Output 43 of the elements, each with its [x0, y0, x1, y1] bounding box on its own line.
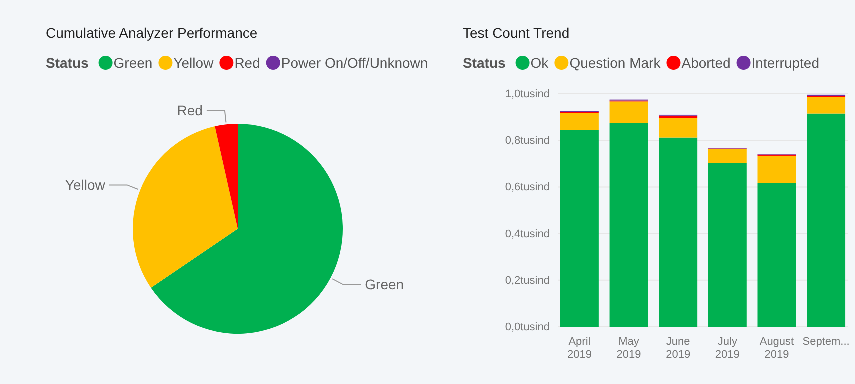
chart-title: Cumulative Analyzer Performance — [46, 25, 258, 41]
y-tick-label: 0,0tusind — [505, 322, 550, 334]
y-tick-label: 0,8tusind — [505, 135, 550, 148]
bar — [659, 116, 698, 118]
legend-label: Red — [234, 55, 260, 71]
y-tick-label: 0,4tusind — [505, 228, 550, 240]
bar — [708, 149, 747, 164]
legend-label: Green — [114, 55, 153, 71]
y-tick-label: 1,0tusind — [505, 88, 550, 101]
bar — [807, 97, 846, 114]
slice-label: Yellow — [65, 177, 106, 194]
legend-title: Status — [46, 55, 89, 71]
legend-label: Yellow — [174, 55, 215, 71]
x-tick-label: April 2019 — [567, 336, 592, 362]
y-tick-label: 0,6tusind — [505, 182, 550, 194]
slice-label: Red — [177, 102, 203, 119]
bar — [758, 156, 796, 184]
legend-label: Ok — [530, 55, 550, 71]
x-tick-label: May 2019 — [616, 336, 642, 362]
bar — [807, 114, 846, 327]
pie-slice — [215, 124, 238, 229]
bar — [610, 102, 648, 124]
bar — [758, 183, 796, 327]
x-tick-label: July 2019 — [715, 336, 740, 362]
legend-label: Interrupted — [752, 55, 820, 71]
bar — [560, 130, 599, 327]
x-tick-label: August 2019 — [760, 336, 794, 362]
bar — [659, 138, 698, 327]
legend-label: Power On/Off/Unknown — [281, 55, 428, 71]
x-tick-label: Septem... — [802, 336, 850, 348]
slice-label: Green — [365, 276, 404, 293]
bar — [659, 118, 698, 138]
bar — [560, 113, 599, 130]
bar — [610, 123, 648, 327]
pie-slice — [151, 124, 343, 334]
chart-title: Test Count Trend — [463, 25, 570, 41]
legend-label: Aborted — [682, 55, 731, 71]
x-tick-label: June 2019 — [666, 336, 691, 362]
y-tick-label: 0,2tusind — [505, 274, 550, 287]
legend-title: Status — [463, 55, 506, 71]
legend-label: Question Mark — [570, 55, 662, 71]
pie-slice — [133, 126, 238, 288]
bar — [708, 163, 747, 327]
